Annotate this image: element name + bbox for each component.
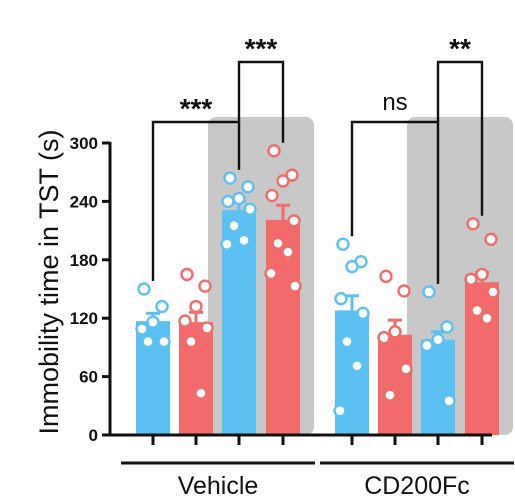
data-point [356,306,370,321]
data-point [288,279,302,293]
group-label: Vehicle [178,472,259,500]
data-point [388,325,402,339]
data-point [155,299,169,314]
data-point [178,314,192,328]
data-point [194,386,208,400]
data-point [184,334,198,349]
significance-bracket [237,60,285,143]
data-point [232,191,246,206]
data-point [220,237,234,251]
data-point [241,180,255,194]
y-tick-label: 0 [89,426,98,445]
significance-label: *** [180,93,213,124]
data-point [442,394,456,408]
data-point [221,194,235,209]
data-point [200,321,214,335]
group-labels: Vehicle CD200Fc [121,461,514,500]
data-point [379,269,393,284]
data-point [189,299,203,314]
data-point [397,284,411,298]
bar [421,339,455,435]
data-point [276,174,290,188]
data-point [334,292,348,306]
data-point [146,315,160,329]
data-point [271,236,285,250]
data-point [422,285,436,299]
data-point [440,320,454,334]
y-axis-label: Immobility time in TST (s) [34,129,64,434]
data-point [345,259,359,274]
data-point [466,217,480,231]
data-point [227,219,241,233]
group-label: CD200Fc [364,472,470,500]
data-point [480,311,494,325]
data-point [383,388,397,402]
data-point [350,359,364,373]
data-point [198,279,212,293]
data-point [340,334,354,349]
data-point [399,362,413,376]
data-point [223,171,237,185]
data-point [285,168,299,182]
data-point [420,338,434,353]
data-point [137,282,151,296]
data-point [287,214,301,228]
data-point [377,330,391,345]
data-point [486,285,500,299]
y-tick-label: 180 [70,251,98,270]
significance-bracket [151,120,241,281]
data-point [475,267,489,282]
significance-label: ** [449,33,471,64]
data-point [264,266,278,281]
data-point [464,272,478,286]
significance-label: ns [382,89,407,116]
significance-bracket [350,120,440,284]
y-tick-label: 120 [70,309,98,328]
data-point [470,303,484,318]
data-point [141,334,155,349]
y-tick-label: 240 [70,192,98,211]
significance-bracket [436,60,484,216]
y-tick-label: 60 [79,368,98,387]
data-point [281,245,295,259]
data-point [336,237,350,251]
data-point [180,267,194,282]
data-point [484,232,498,247]
data-point [267,144,281,158]
data-point [333,403,347,418]
bar [465,282,499,435]
data-point [135,322,149,336]
y-axis: 0 60 120 180 240 300 [70,134,492,445]
data-point [265,188,279,203]
data-point [157,334,171,349]
point-layer [135,144,500,418]
data-point [237,233,251,248]
data-point [431,332,445,347]
y-tick-label: 300 [70,134,98,153]
comparison-brackets: *** *** ns ** [151,33,484,284]
significance-label: *** [245,33,278,64]
data-point [243,202,257,216]
bar [378,334,412,435]
